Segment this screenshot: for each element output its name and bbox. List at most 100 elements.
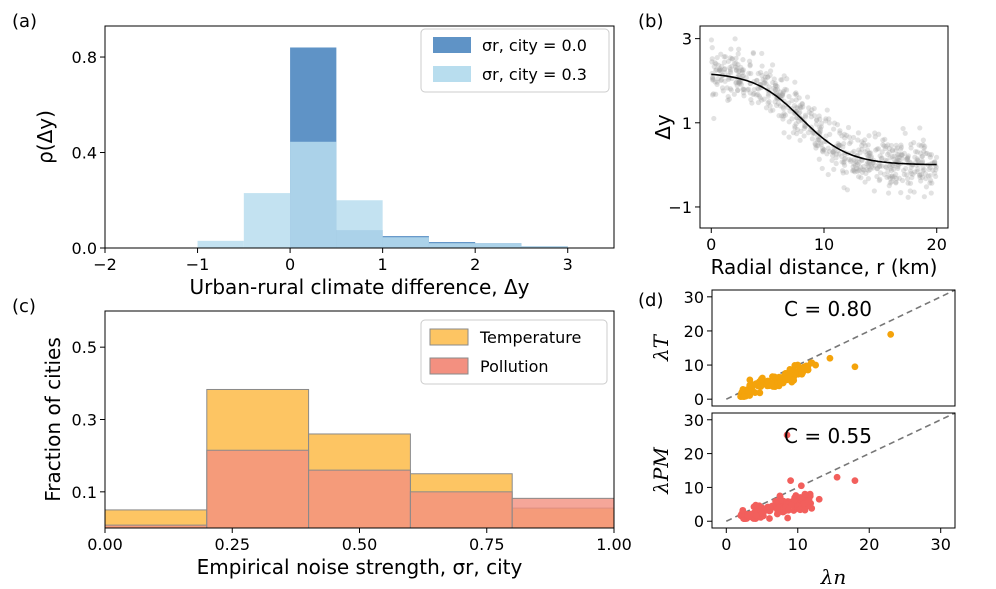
- d_top-points: [737, 330, 895, 400]
- scatter-b-point: [777, 103, 784, 109]
- scatter-b-point: [919, 174, 926, 180]
- scatter-b-point: [893, 180, 899, 186]
- scatter-b-point: [761, 80, 767, 86]
- scatter-b-point: [809, 107, 815, 113]
- d_bottom-ytick-label: 0: [694, 512, 704, 531]
- d_bottom-diagonal: [725, 412, 956, 522]
- scatter-b-point: [726, 76, 732, 82]
- scatter-b-point: [750, 50, 756, 57]
- scatter-b-point: [755, 91, 761, 97]
- scatter-b-point: [713, 67, 719, 73]
- scatter-b-point: [833, 155, 839, 161]
- scatter-b-point: [710, 74, 716, 80]
- scatter-b-point: [764, 74, 771, 80]
- x-axis-label-c: Empirical noise strength, σr, city: [197, 555, 523, 579]
- scatter-b-point: [862, 149, 868, 155]
- scatter-b-point: [837, 128, 843, 134]
- scatter-b-point: [928, 177, 934, 184]
- scatter-b-point: [792, 91, 798, 97]
- scatter-b-point: [726, 96, 732, 102]
- d_bottom-xtick-label: 20: [859, 535, 879, 554]
- scatter-b-point: [880, 137, 886, 143]
- scatter-b-point: [899, 151, 905, 158]
- scatter-b-point: [781, 110, 787, 117]
- scatter-b-point: [765, 93, 771, 99]
- scatter-b-point: [873, 147, 879, 153]
- scatter-b-point: [786, 134, 792, 140]
- scatter-b-point: [908, 141, 914, 147]
- scatter-b-point: [816, 136, 822, 143]
- scatter-b-point: [905, 157, 911, 163]
- scatter-b-point: [881, 143, 887, 149]
- scatter-b-point: [888, 167, 895, 174]
- scatter-b-point: [890, 175, 896, 181]
- scatter-b-point: [933, 167, 939, 173]
- panel-tag-b: (b): [638, 11, 663, 32]
- bar-c-s1: [409, 491, 513, 529]
- b-ytick-label: 1: [682, 114, 692, 133]
- scatter-b-point: [792, 125, 798, 131]
- d_bottom-point: [752, 501, 760, 509]
- scatter-b-point: [920, 168, 926, 174]
- scatter-b-point: [796, 95, 802, 101]
- scatter-b-point: [842, 155, 849, 162]
- scatter-b-point: [925, 173, 931, 179]
- scatter-b-point: [908, 170, 914, 176]
- c-xtick-label: 0.25: [214, 535, 250, 554]
- scatter-b-point: [919, 154, 925, 160]
- d_top-point: [786, 366, 794, 374]
- scatter-b-point: [903, 165, 909, 172]
- scatter-b-point: [854, 159, 860, 165]
- scatter-b-point: [826, 148, 833, 154]
- scatter-b-point: [714, 81, 720, 87]
- d_bottom-y-axis-label: λPM: [649, 447, 673, 495]
- scatter-b-point: [858, 175, 864, 181]
- scatter-b-point: [917, 172, 923, 178]
- scatter-b-point: [810, 130, 816, 136]
- scatter-b-point: [734, 65, 740, 71]
- scatter-b-point: [744, 87, 751, 93]
- scatter-b-point: [868, 150, 874, 156]
- scatter-b-point: [817, 126, 824, 132]
- scatter-b-point: [738, 64, 744, 70]
- scatter-b-point: [878, 156, 885, 162]
- scatter-b-point: [725, 93, 731, 100]
- scatter-b-point: [926, 152, 933, 158]
- scatter-b-point: [908, 164, 914, 170]
- scatter-b-point: [759, 50, 765, 57]
- scatter-b-point: [802, 124, 808, 130]
- scatter-b-point: [903, 156, 910, 163]
- scatter-b-point: [765, 74, 771, 80]
- scatter-b-point: [829, 152, 836, 159]
- d_bottom-point: [772, 497, 780, 505]
- scatter-b-point: [753, 92, 759, 98]
- scatter-b-point: [926, 166, 932, 172]
- scatter-b-point: [747, 63, 753, 69]
- scatter-b-point: [907, 188, 913, 194]
- d_bottom-point: [739, 506, 747, 514]
- scatter-b-point: [801, 133, 807, 139]
- scatter-b-point: [765, 91, 772, 97]
- scatter-b-point: [740, 86, 747, 92]
- scatter-b-point: [797, 104, 803, 110]
- scatter-b-point: [777, 89, 783, 95]
- scatter-b-point: [780, 90, 786, 96]
- scatter-b-point: [812, 142, 819, 148]
- scatter-b-point: [740, 90, 747, 96]
- scatter-b-point: [927, 154, 933, 160]
- scatter-b-point: [770, 107, 776, 113]
- scatter-b-point: [733, 80, 739, 86]
- a-xtick-label: −2: [93, 255, 117, 274]
- legend-a: σr, city = 0.0 σr, city = 0.3: [420, 28, 610, 93]
- scatter-b-point: [891, 156, 897, 162]
- d_bottom-point: [805, 497, 812, 505]
- d_bottom-point: [783, 431, 791, 439]
- scatter-b-point: [868, 154, 874, 160]
- a-xtick-label: 0: [285, 255, 295, 274]
- scatter-b-point: [885, 168, 891, 175]
- scatter-b-point: [745, 86, 752, 92]
- legend-a-swatch-1: [433, 66, 471, 82]
- scatter-b-point: [831, 126, 837, 132]
- scatter-b-point: [855, 130, 862, 136]
- scatter-b-point: [728, 46, 734, 52]
